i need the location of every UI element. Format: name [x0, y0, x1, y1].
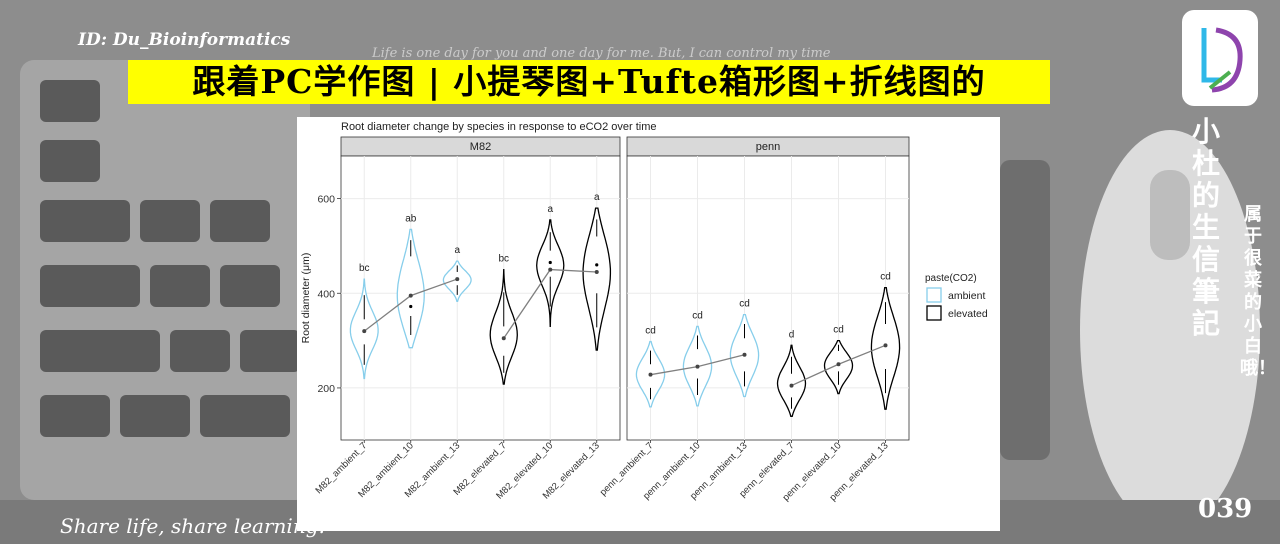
mean-point: [836, 362, 841, 367]
title-banner: 跟着PC学作图 | 小提琴图+Tufte箱形图+折线图的: [128, 60, 1050, 104]
chart-title: Root diameter change by species in respo…: [341, 121, 657, 133]
legend-title: paste(CO2): [925, 273, 977, 284]
significance-letter: cd: [645, 326, 656, 337]
median-point: [595, 263, 599, 267]
y-tick-label: 600: [317, 194, 335, 206]
logo-ld-icon: [1201, 27, 1243, 93]
legend-label: elevated: [948, 308, 988, 320]
violin-shape: [582, 207, 612, 351]
significance-letter: bc: [359, 263, 370, 274]
panel-background: [626, 155, 910, 441]
violin-shape: [489, 268, 518, 385]
facet-label: penn: [756, 141, 780, 153]
mean-point: [594, 269, 599, 274]
background-quote: Life is one day for you and one day for …: [372, 46, 831, 61]
legend-swatch: [926, 287, 942, 303]
logo: [1182, 10, 1258, 106]
chart-card: Root diameter change by species in respo…: [297, 117, 1000, 531]
legend-label: ambient: [948, 290, 985, 302]
banner-title: 跟着PC学作图 | 小提琴图+Tufte箱形图+折线图的: [192, 62, 986, 101]
significance-letter: cd: [739, 299, 750, 310]
vertical-title: 小杜的生信筆記: [1191, 115, 1220, 340]
issue-number: 039: [1198, 494, 1253, 524]
y-tick-label: 200: [317, 383, 335, 395]
mean-point: [883, 343, 888, 348]
panel-background: [340, 155, 621, 441]
facet-label: M82: [470, 141, 491, 153]
mean-point: [648, 372, 653, 377]
violin-shape: [536, 219, 565, 328]
significance-letter: d: [789, 329, 795, 340]
significance-letter: a: [547, 204, 553, 215]
median-point: [548, 260, 552, 265]
mean-point: [408, 293, 413, 298]
footer-slogan: Share life, share learning.: [60, 514, 325, 538]
significance-letter: bc: [498, 254, 509, 265]
significance-letter: cd: [880, 272, 891, 283]
violin-shape: [870, 286, 901, 410]
violin-shape: [776, 344, 807, 417]
author-handle: ID: Du_Bioinformatics: [78, 30, 291, 50]
violin-shape: [442, 260, 472, 302]
violin-shape: [349, 278, 379, 380]
violin-chart: Root diameter change by species in respo…: [300, 121, 988, 503]
violin-shape: [823, 339, 854, 395]
mean-point: [501, 336, 506, 341]
significance-letter: cd: [692, 310, 703, 321]
mean-point: [742, 352, 747, 357]
significance-letter: ab: [405, 213, 417, 224]
mean-point: [455, 277, 460, 282]
mean-point: [548, 267, 553, 272]
significance-letter: cd: [833, 325, 844, 336]
mean-point: [362, 329, 367, 334]
y-tick-label: 400: [317, 288, 335, 300]
legend-swatch: [926, 305, 942, 321]
significance-letter: a: [594, 192, 600, 203]
mean-point: [695, 364, 700, 369]
vertical-subtitle: 属于很菜的小白哦！: [1240, 204, 1276, 379]
violin-shape: [396, 228, 425, 349]
median-point: [409, 304, 413, 309]
y-axis-title: Root diameter (μm): [300, 253, 312, 344]
significance-letter: a: [454, 245, 460, 256]
mean-point: [789, 383, 794, 388]
